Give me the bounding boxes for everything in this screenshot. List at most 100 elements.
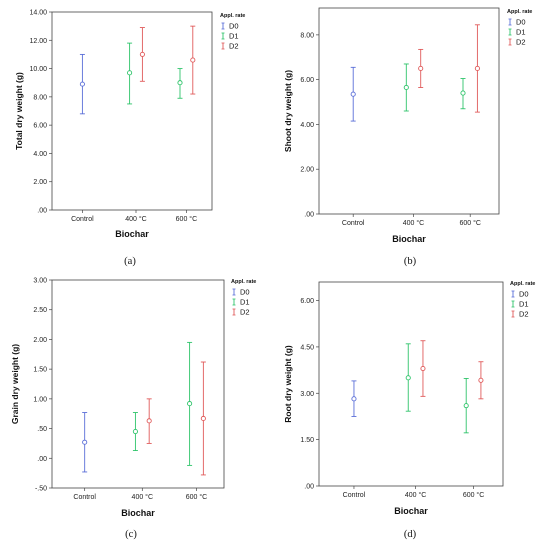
error-bar-d2 — [420, 340, 426, 397]
legend-label-d0: D0 — [519, 290, 529, 299]
mean-marker — [132, 428, 138, 435]
panel-label: (c) — [125, 529, 137, 540]
x-tick-label: 600 °C — [186, 493, 207, 501]
x-tick-label: 600 °C — [463, 491, 484, 499]
mean-marker — [127, 70, 133, 76]
x-axis-label: Biochar — [121, 508, 155, 518]
error-bar-d2 — [139, 27, 145, 82]
y-tick-label: 1.50 — [33, 367, 47, 374]
error-bar-d1 — [460, 78, 466, 110]
legend-title: Appl. rate — [231, 279, 256, 285]
plot-area — [51, 11, 213, 211]
legend-label-d1: D1 — [516, 28, 526, 37]
x-tick-label: 400 °C — [405, 491, 426, 499]
x-tick-label: Control — [71, 216, 94, 223]
legend-label-d1: D1 — [519, 300, 529, 309]
legend-title: Appl. rate — [507, 9, 532, 15]
mean-marker — [79, 81, 85, 87]
y-tick-label: 2.00 — [300, 167, 314, 174]
panel-label: (d) — [404, 529, 417, 540]
x-axis-label: Biochar — [392, 234, 426, 244]
mean-marker — [187, 401, 193, 407]
legend-label-d1: D1 — [229, 32, 239, 41]
chart-panel-d: .00 1.50 3.00 4.50 6.00 Control 400 °C 600 °C Ro… — [283, 281, 535, 540]
x-tick-label: Control — [342, 220, 365, 227]
mean-marker — [82, 439, 88, 445]
x-tick-label: Control — [73, 494, 96, 501]
mean-marker — [139, 51, 145, 57]
mean-marker — [146, 418, 152, 424]
error-bar-d2 — [190, 25, 196, 95]
y-tick-label: 6.00 — [300, 298, 314, 305]
plot-area — [318, 281, 504, 487]
x-tick-label: 400 °C — [125, 215, 146, 223]
error-bar-d0 — [351, 380, 357, 417]
y-axis-label: Total dry weight (g) — [14, 72, 24, 150]
x-tick-label: 600 °C — [176, 215, 197, 223]
legend-label-d2: D2 — [229, 42, 239, 51]
legend-label-d2: D2 — [519, 310, 529, 319]
y-tick-label: 1.00 — [33, 396, 47, 403]
mean-marker — [177, 80, 183, 86]
error-bar-d2 — [418, 48, 424, 88]
y-tick-label: 1.50 — [300, 437, 314, 444]
x-axis-label: Biochar — [394, 506, 428, 516]
y-tick-label: 3.00 — [300, 391, 314, 398]
error-bar-d1 — [403, 63, 409, 112]
y-tick-label: .50 — [37, 426, 47, 433]
y-axis-label: Root dry weight (g) — [283, 345, 293, 423]
y-tick-label: .00 — [37, 208, 47, 215]
error-bar-d1 — [463, 377, 469, 434]
error-bar-d0 — [82, 412, 88, 473]
legend-label-d0: D0 — [516, 18, 526, 27]
plot-area — [318, 7, 500, 215]
panel-label: (a) — [124, 256, 136, 267]
legend-title: Appl. rate — [220, 13, 245, 19]
x-axis-label: Biochar — [115, 229, 149, 239]
y-tick-label: 8.00 — [300, 32, 314, 39]
y-tick-label: 6.00 — [33, 123, 47, 130]
legend-title: Appl. rate — [510, 281, 535, 287]
error-bar-d1 — [127, 42, 133, 105]
y-tick-label: 4.00 — [300, 122, 314, 129]
legend-label-d0: D0 — [229, 22, 239, 31]
error-bar-d0 — [79, 53, 85, 115]
y-tick-label: 10.00 — [29, 66, 47, 73]
error-bar-d1 — [177, 68, 183, 99]
legend-label-d2: D2 — [240, 308, 250, 317]
y-tick-label: 14.00 — [29, 10, 47, 17]
x-tick-label: 400 °C — [403, 219, 424, 227]
mean-marker — [351, 396, 357, 402]
mean-marker — [200, 415, 206, 422]
y-axis-label: Shoot dry weight (g) — [283, 70, 293, 152]
legend-label-d2: D2 — [516, 38, 526, 47]
chart-panel-a: .00 2.00 4.00 6.00 8.00 10.00 12.00 14.00 Contro… — [14, 10, 245, 268]
plot-area — [51, 279, 225, 489]
mean-marker — [418, 65, 424, 72]
mean-marker — [460, 90, 466, 96]
y-tick-label: 2.50 — [33, 307, 47, 314]
mean-marker — [478, 377, 484, 383]
error-bar-d1 — [405, 343, 411, 412]
chart-panel-b: .00 2.00 4.00 6.00 8.00 Control 400 °C 600 °C Sh… — [283, 7, 532, 267]
y-tick-label: .00 — [304, 212, 314, 219]
legend-label-d1: D1 — [240, 298, 250, 307]
y-tick-label: 6.00 — [300, 77, 314, 84]
error-bar-d2 — [474, 24, 480, 113]
mean-marker — [190, 57, 196, 63]
error-bar-d0 — [350, 66, 356, 122]
y-tick-label: 3.00 — [33, 278, 47, 285]
y-tick-label: 4.00 — [33, 151, 47, 158]
x-tick-label: Control — [343, 492, 366, 499]
mean-marker — [403, 84, 409, 91]
y-tick-label: 2.00 — [33, 337, 47, 344]
panel-label: (b) — [404, 256, 417, 267]
mean-marker — [474, 65, 480, 72]
y-tick-label: 4.50 — [300, 344, 314, 351]
mean-marker — [405, 375, 411, 381]
y-tick-label: -.50 — [35, 486, 47, 493]
